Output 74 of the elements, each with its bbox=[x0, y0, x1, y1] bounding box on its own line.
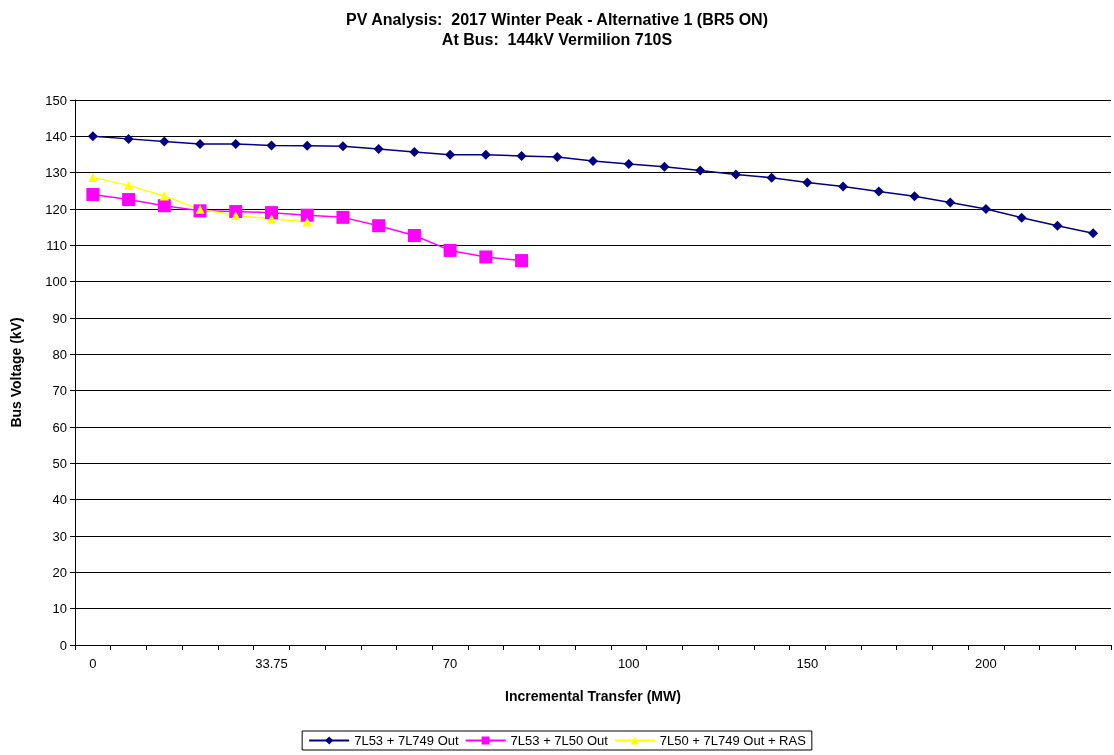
legend-label: 7L53 + 7L50 Out bbox=[510, 733, 609, 748]
x-tick-label: 33.75 bbox=[255, 656, 288, 671]
point bbox=[588, 156, 598, 167]
point bbox=[195, 204, 205, 214]
y-tick-label: 70 bbox=[52, 383, 67, 399]
point bbox=[443, 243, 457, 257]
point bbox=[945, 197, 956, 208]
y-tick-label: 100 bbox=[45, 274, 67, 290]
x-tick-label: 100 bbox=[617, 656, 640, 671]
point bbox=[1052, 220, 1063, 231]
point bbox=[123, 133, 134, 144]
point bbox=[838, 181, 849, 192]
x-axis-title: Incremental Transfer (MW) bbox=[505, 688, 681, 704]
point bbox=[300, 208, 314, 222]
point bbox=[337, 141, 348, 152]
y-tick-label: 140 bbox=[45, 128, 67, 144]
y-axis-title: Bus Voltage (kV) bbox=[8, 317, 24, 428]
x-tick-label: 200 bbox=[975, 656, 997, 671]
point bbox=[552, 152, 563, 163]
y-tick-label: 60 bbox=[52, 419, 67, 435]
point bbox=[1016, 212, 1027, 223]
point bbox=[266, 140, 277, 151]
y-tick-label: 30 bbox=[52, 528, 67, 544]
y-tick-label: 110 bbox=[46, 237, 67, 253]
chart-title: PV Analysis: 2017 Winter Peak - Alternative 1 (BR5 ON) bbox=[346, 10, 768, 28]
chart-subtitle: At Bus: 144kV Vermilion 710S bbox=[441, 30, 673, 48]
point bbox=[302, 217, 312, 227]
y-tick-label: 50 bbox=[52, 455, 67, 471]
point bbox=[373, 144, 384, 155]
point bbox=[695, 165, 706, 176]
point bbox=[372, 219, 386, 233]
point bbox=[516, 150, 527, 161]
point bbox=[336, 210, 350, 224]
point bbox=[159, 136, 170, 147]
point bbox=[730, 169, 741, 180]
point bbox=[86, 187, 100, 201]
point bbox=[124, 180, 134, 190]
point bbox=[766, 172, 777, 183]
point bbox=[264, 206, 278, 220]
y-tick-label: 10 bbox=[52, 601, 67, 617]
point bbox=[980, 204, 991, 214]
point bbox=[302, 140, 313, 151]
legend-label: 7L53 + 7L749 Out bbox=[354, 733, 460, 748]
y-tick-label: 20 bbox=[52, 564, 67, 580]
point bbox=[909, 191, 920, 202]
y-tick-label: 120 bbox=[45, 201, 67, 217]
y-tick-label: 130 bbox=[45, 165, 67, 181]
point bbox=[623, 158, 634, 169]
y-tick-label: 150 bbox=[45, 92, 67, 108]
x-tick-label: 70 bbox=[442, 656, 458, 671]
point bbox=[88, 172, 98, 182]
point bbox=[409, 146, 420, 157]
x-tick-label: 0 bbox=[89, 656, 97, 671]
point bbox=[659, 161, 670, 172]
point bbox=[445, 149, 456, 160]
point bbox=[195, 138, 206, 149]
point bbox=[157, 199, 171, 213]
point bbox=[87, 131, 98, 142]
point bbox=[480, 149, 491, 160]
point bbox=[1088, 228, 1099, 239]
point bbox=[479, 250, 493, 264]
point bbox=[122, 193, 136, 207]
y-tick-label: 40 bbox=[52, 492, 67, 508]
point bbox=[230, 138, 241, 149]
point bbox=[873, 186, 884, 197]
point bbox=[515, 254, 529, 268]
y-tick-label: 90 bbox=[52, 310, 67, 326]
point bbox=[266, 214, 276, 224]
point bbox=[407, 229, 421, 243]
x-tick-label: 150 bbox=[796, 656, 819, 671]
legend-label: 7L50 + 7L749 Out + RAS bbox=[659, 733, 807, 748]
point bbox=[802, 177, 813, 188]
y-tick-label: 0 bbox=[59, 637, 67, 653]
y-tick-label: 80 bbox=[52, 346, 67, 362]
